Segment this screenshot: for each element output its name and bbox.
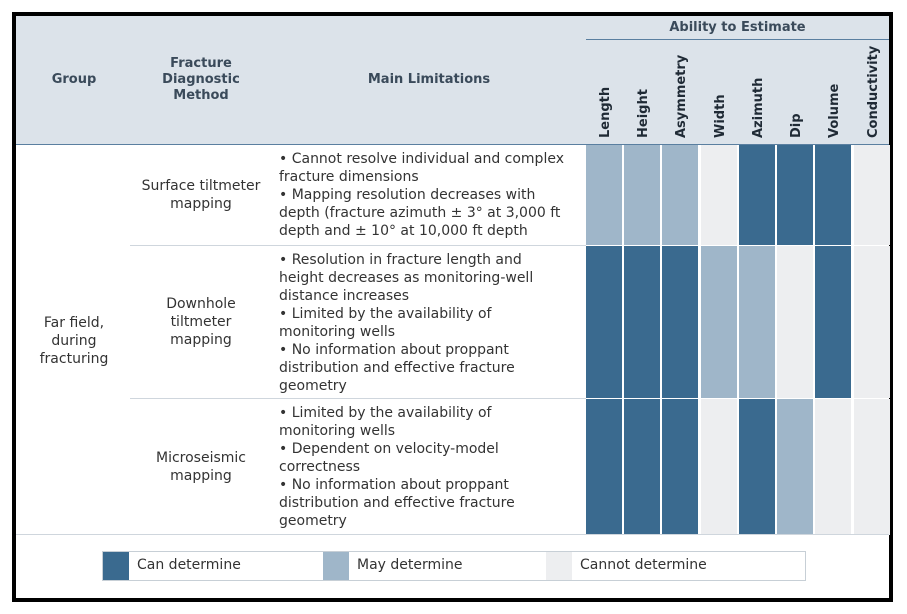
table-header [16,16,889,144]
method-header-line-1: Fracture [170,56,232,71]
limitation-line: distance increases [279,288,410,304]
limitation-line: correctness [279,459,361,475]
ability-cell-height [624,145,660,245]
limitations-header: Main Limitations [367,72,491,87]
ability-cell-azimuth [739,399,775,535]
ability-cell-conductivity [854,246,890,398]
column-header-width: Width [713,94,728,138]
limitation-line: • No information about proppant [279,477,509,493]
ability-cell-volume [815,399,851,535]
column-header-dip: Dip [789,113,804,138]
ability-title: Ability to Estimate [669,20,806,35]
limitation-line: monitoring wells [279,423,396,439]
method-cell: Surface tiltmeter mapping [130,177,272,213]
ability-cell-width [701,145,737,245]
column-header-length: Length [598,86,613,138]
ability-cell-dip [777,246,813,398]
group-label-line-1: Far field, [43,315,105,331]
body-bottom-rule [16,534,889,535]
header-bottom-rule [16,144,889,145]
ability-cell-asymmetry [662,145,698,245]
legend-swatch-can [103,552,129,580]
limitation-line: • Limited by the availability of [279,405,492,421]
column-header-volume: Volume [827,83,842,138]
ability-underline [586,39,889,40]
column-header-conductivity: Conductivity [866,45,881,138]
limitations-cell: • Limited by the availability of monitori… [279,404,584,530]
limitation-line: distribution and effective fracture [279,360,515,376]
ability-cell-volume [815,246,851,398]
legend-label-can: Can determine [137,557,241,573]
method-line: Downhole [166,296,236,312]
limitation-line: • No information about proppant [279,342,509,358]
limitation-line: depth and ± 10° at 10,000 ft depth [279,223,528,239]
limitation-line: fracture dimensions [279,169,419,185]
method-header: Fracture Diagnostic Method [142,56,260,104]
method-line: Microseismic [156,450,246,466]
column-header-height: Height [636,89,651,138]
group-label-line-3: fracturing [39,351,109,367]
limitation-line: height decreases as monitoring-well [279,270,534,286]
limitation-line: distribution and effective fracture [279,495,515,511]
ability-cell-width [701,399,737,535]
ability-cell-azimuth [739,246,775,398]
limitation-line: • Dependent on velocity-model [279,441,499,457]
limitation-line: • Resolution in fracture length and [279,252,522,268]
ability-cell-asymmetry [662,399,698,535]
legend: Can determine May determine Cannot deter… [102,551,806,581]
row-separator [130,245,586,246]
method-header-line-3: Method [173,88,229,103]
method-line: mapping [170,196,232,212]
ability-cell-height [624,246,660,398]
method-cell: Downhole tiltmeter mapping [130,295,272,349]
row-separator [130,398,586,399]
limitation-line: monitoring wells [279,324,396,340]
limitation-line: • Cannot resolve individual and complex [279,151,564,167]
group-label: Far field, during fracturing [24,314,124,368]
ability-cell-asymmetry [662,246,698,398]
ability-cell-dip [777,145,813,245]
ability-cell-width [701,246,737,398]
limitation-line: geometry [279,378,347,394]
ability-cell-conductivity [854,399,890,535]
legend-label-cannot: Cannot determine [580,557,707,573]
column-header-azimuth: Azimuth [751,77,766,138]
limitation-line: geometry [279,513,347,529]
table-frame: Ability to Estimate Group Fracture Diagn… [12,12,893,602]
method-line: tiltmeter [170,314,232,330]
method-line: Surface tiltmeter [141,178,261,194]
ability-cell-height [624,399,660,535]
ability-cell-azimuth [739,145,775,245]
column-header-asymmetry: Asymmetry [674,54,689,138]
limitation-line: depth (fracture azimuth ± 3° at 3,000 ft [279,205,561,221]
ability-cell-dip [777,399,813,535]
legend-swatch-may [323,552,349,580]
limitation-line: • Mapping resolution decreases with [279,187,536,203]
ability-cell-length [586,246,622,398]
ability-cell-length [586,399,622,535]
limitation-line: • Limited by the availability of [279,306,492,322]
legend-label-may: May determine [357,557,463,573]
ability-cell-conductivity [854,145,890,245]
method-line: mapping [170,332,232,348]
ability-cell-volume [815,145,851,245]
legend-swatch-cannot [546,552,572,580]
method-header-line-2: Diagnostic [162,72,240,87]
method-cell: Microseismic mapping [130,449,272,485]
group-label-line-2: during [51,333,97,349]
ability-cell-length [586,145,622,245]
group-header: Group [51,72,97,87]
method-line: mapping [170,468,232,484]
limitations-cell: • Cannot resolve individual and complex f… [279,150,584,240]
limitations-cell: • Resolution in fracture length and heigh… [279,251,584,395]
